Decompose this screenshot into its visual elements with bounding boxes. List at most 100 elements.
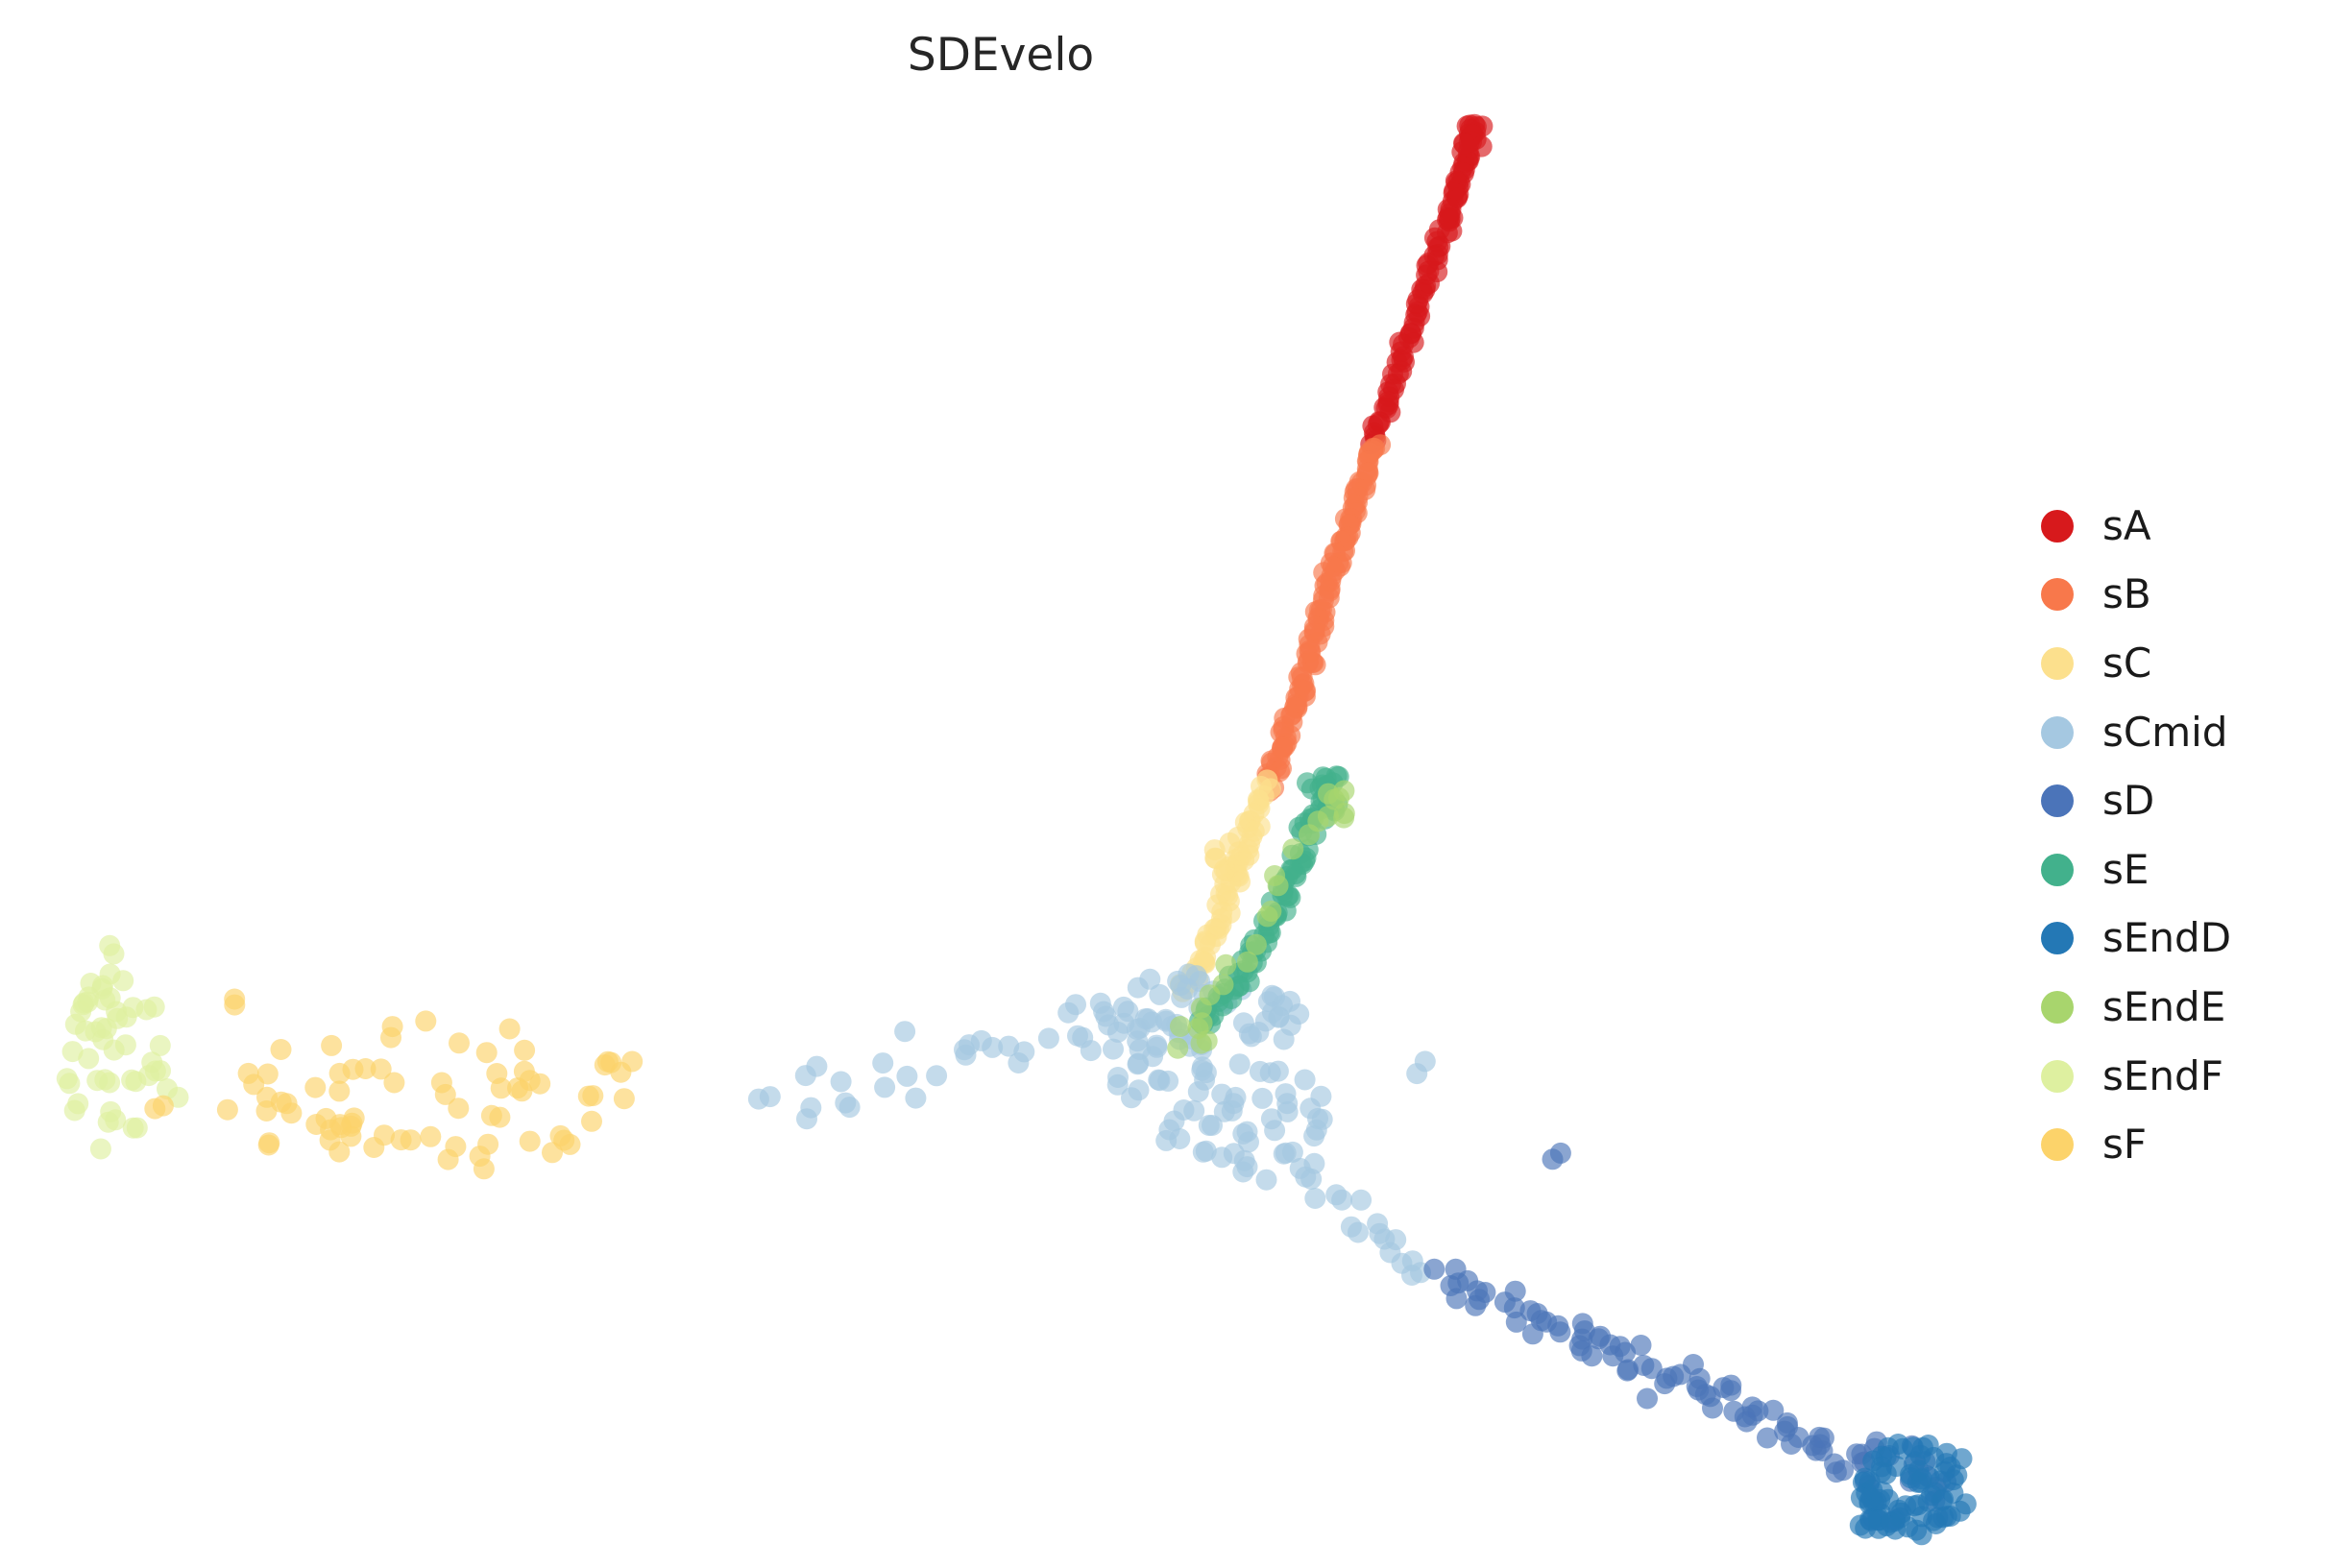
legend-marker-sE bbox=[2041, 853, 2074, 886]
legend-label: sCmid bbox=[2102, 708, 2228, 756]
point-sF bbox=[477, 1133, 499, 1155]
point-sCmid bbox=[1065, 994, 1086, 1016]
point-sCmid bbox=[1275, 1142, 1297, 1164]
point-sCmid bbox=[959, 1034, 980, 1056]
point-sCmid bbox=[1238, 1131, 1259, 1153]
legend-item-sB: sB bbox=[2041, 561, 2231, 630]
series-sF bbox=[144, 988, 644, 1180]
point-sEndE bbox=[1167, 1037, 1189, 1059]
point-sCmid bbox=[1146, 1034, 1168, 1056]
point-sD bbox=[1568, 1335, 1591, 1357]
point-sF bbox=[514, 1039, 536, 1061]
point-sA bbox=[1453, 133, 1475, 155]
point-sF bbox=[381, 1016, 403, 1038]
point-sEndD bbox=[1917, 1490, 1939, 1512]
point-sD bbox=[1630, 1335, 1652, 1356]
point-sCmid bbox=[1264, 986, 1285, 1008]
point-sF bbox=[328, 1062, 351, 1084]
point-sF bbox=[498, 1018, 521, 1040]
series-sCmid bbox=[747, 963, 1436, 1286]
legend: sA sB sC sCmid sD sE sEndD sEndE sEndF sF bbox=[2041, 492, 2231, 1179]
point-sEndE bbox=[1245, 933, 1267, 955]
point-sF bbox=[519, 1130, 541, 1152]
point-sCmid bbox=[1178, 963, 1200, 985]
point-sCmid bbox=[1304, 1188, 1326, 1209]
point-sD bbox=[1833, 1459, 1854, 1482]
point-sF bbox=[613, 1088, 635, 1110]
point-sD bbox=[1757, 1427, 1778, 1449]
legend-item-sEndF: sEndF bbox=[2041, 1042, 2231, 1111]
point-sF bbox=[415, 1010, 437, 1032]
point-sCmid bbox=[1401, 1250, 1423, 1272]
point-sCmid bbox=[800, 1097, 822, 1119]
point-sF bbox=[328, 1080, 351, 1102]
series-sA bbox=[1360, 113, 1494, 455]
point-sEndF bbox=[61, 1041, 84, 1063]
point-sEndE bbox=[1215, 953, 1237, 976]
point-sEndF bbox=[95, 1018, 117, 1040]
point-sCmid bbox=[896, 1065, 918, 1087]
point-sCmid bbox=[1279, 1014, 1301, 1036]
point-sEndF bbox=[94, 989, 116, 1011]
point-sCmid bbox=[1259, 1062, 1281, 1084]
point-sC bbox=[1219, 832, 1241, 854]
point-sCmid bbox=[1369, 1222, 1391, 1244]
point-sF bbox=[370, 1058, 392, 1080]
legend-item-sD: sD bbox=[2041, 766, 2231, 835]
point-sF bbox=[270, 1039, 292, 1060]
point-sEndD bbox=[1871, 1445, 1893, 1467]
point-sF bbox=[430, 1072, 452, 1094]
point-sF bbox=[581, 1110, 602, 1132]
series-sEndF bbox=[56, 934, 189, 1160]
point-sCmid bbox=[1117, 1001, 1139, 1023]
legend-marker-sEndE bbox=[2041, 990, 2074, 1024]
point-sF bbox=[448, 1098, 470, 1120]
point-sEndF bbox=[112, 970, 134, 992]
point-sCmid bbox=[926, 1065, 948, 1087]
point-sF bbox=[449, 1032, 470, 1054]
point-sD bbox=[1536, 1311, 1558, 1333]
point-sF bbox=[489, 1106, 511, 1128]
point-sF bbox=[258, 1132, 280, 1154]
point-sD bbox=[1702, 1397, 1723, 1419]
point-sCmid bbox=[830, 1071, 852, 1093]
point-sCmid bbox=[1195, 1140, 1217, 1162]
legend-label: sC bbox=[2102, 639, 2152, 687]
point-sEndF bbox=[67, 1093, 89, 1115]
point-sEndE bbox=[1318, 783, 1339, 805]
point-sEndF bbox=[80, 973, 102, 994]
point-sF bbox=[513, 1060, 535, 1082]
point-sEndF bbox=[126, 1117, 148, 1139]
point-sF bbox=[511, 1080, 533, 1102]
point-sF bbox=[237, 1062, 259, 1084]
point-sEndD bbox=[1859, 1509, 1882, 1532]
point-sEndF bbox=[78, 1048, 100, 1070]
point-sCmid bbox=[1310, 1085, 1332, 1107]
point-sEndD bbox=[1875, 1463, 1897, 1484]
point-sCmid bbox=[1155, 1129, 1178, 1151]
point-sCmid bbox=[1275, 1083, 1297, 1105]
legend-label: sF bbox=[2102, 1121, 2148, 1169]
series-sB bbox=[1256, 434, 1392, 802]
legend-marker-sF bbox=[2041, 1128, 2074, 1162]
point-sF bbox=[600, 1051, 622, 1073]
point-sD bbox=[1720, 1380, 1742, 1402]
point-sEndE bbox=[1170, 1016, 1191, 1037]
point-sF bbox=[144, 1098, 166, 1120]
point-sEndF bbox=[121, 1069, 143, 1091]
point-sCmid bbox=[1127, 977, 1149, 999]
legend-label: sE bbox=[2102, 845, 2150, 893]
point-sF bbox=[374, 1124, 395, 1146]
point-sD bbox=[1423, 1258, 1445, 1280]
point-sCmid bbox=[1236, 1156, 1258, 1178]
point-sD bbox=[1469, 1289, 1491, 1311]
point-sD bbox=[1571, 1313, 1593, 1335]
point-sF bbox=[321, 1034, 343, 1056]
legend-marker-sC bbox=[2041, 646, 2074, 680]
point-sCmid bbox=[894, 1021, 916, 1043]
point-sEndD bbox=[1923, 1446, 1945, 1468]
point-sEndE bbox=[1299, 824, 1320, 846]
point-sD bbox=[1812, 1427, 1834, 1449]
point-sD bbox=[1762, 1399, 1785, 1421]
